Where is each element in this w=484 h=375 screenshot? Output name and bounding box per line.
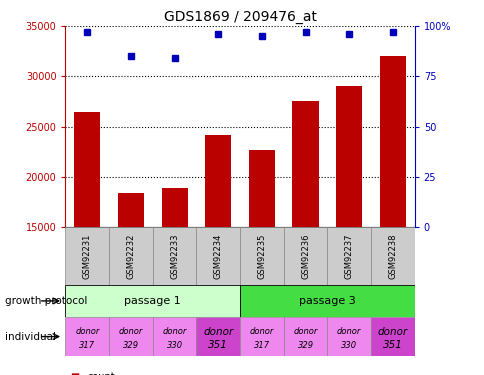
Bar bbox=[205, 135, 231, 227]
Bar bbox=[65, 285, 240, 317]
Text: 317: 317 bbox=[253, 341, 270, 350]
Text: GSM92233: GSM92233 bbox=[170, 233, 179, 279]
Text: individual: individual bbox=[5, 332, 56, 342]
Bar bbox=[283, 317, 327, 356]
Text: ■: ■ bbox=[70, 372, 79, 375]
Text: GSM92237: GSM92237 bbox=[344, 233, 353, 279]
Bar bbox=[118, 193, 144, 227]
Bar bbox=[196, 317, 240, 356]
Text: GSM92236: GSM92236 bbox=[301, 233, 309, 279]
Text: donor: donor bbox=[336, 327, 361, 336]
Text: donor: donor bbox=[119, 327, 143, 336]
Bar bbox=[196, 227, 240, 285]
Text: GSM92238: GSM92238 bbox=[388, 233, 396, 279]
Bar bbox=[379, 56, 405, 227]
Text: donor: donor bbox=[249, 327, 273, 336]
Bar bbox=[74, 111, 100, 227]
Bar bbox=[327, 317, 370, 356]
Bar bbox=[152, 317, 196, 356]
Text: 351: 351 bbox=[208, 340, 227, 350]
Bar bbox=[109, 317, 152, 356]
Text: 317: 317 bbox=[79, 341, 95, 350]
Text: passage 3: passage 3 bbox=[298, 296, 355, 306]
Text: donor: donor bbox=[162, 327, 186, 336]
Text: 329: 329 bbox=[122, 341, 139, 350]
Text: GSM92231: GSM92231 bbox=[83, 233, 91, 279]
Bar bbox=[283, 227, 327, 285]
Bar bbox=[240, 317, 283, 356]
Text: 351: 351 bbox=[382, 340, 402, 350]
Bar bbox=[370, 227, 414, 285]
Bar bbox=[292, 102, 318, 227]
Text: donor: donor bbox=[203, 327, 233, 337]
Text: passage 1: passage 1 bbox=[124, 296, 181, 306]
Text: 330: 330 bbox=[166, 341, 182, 350]
Bar bbox=[240, 227, 283, 285]
Bar bbox=[335, 87, 362, 227]
Text: 329: 329 bbox=[297, 341, 313, 350]
Title: GDS1869 / 209476_at: GDS1869 / 209476_at bbox=[163, 10, 316, 24]
Text: 330: 330 bbox=[340, 341, 357, 350]
Text: count: count bbox=[87, 372, 115, 375]
Bar bbox=[248, 150, 274, 227]
Bar bbox=[65, 317, 109, 356]
Bar bbox=[65, 227, 109, 285]
Bar bbox=[240, 285, 414, 317]
Text: GSM92235: GSM92235 bbox=[257, 233, 266, 279]
Bar bbox=[109, 227, 152, 285]
Text: donor: donor bbox=[377, 327, 407, 337]
Text: donor: donor bbox=[293, 327, 317, 336]
Bar bbox=[370, 317, 414, 356]
Bar bbox=[327, 227, 370, 285]
Text: GSM92232: GSM92232 bbox=[126, 233, 135, 279]
Bar bbox=[152, 227, 196, 285]
Text: donor: donor bbox=[75, 327, 99, 336]
Text: growth protocol: growth protocol bbox=[5, 296, 87, 306]
Bar bbox=[161, 188, 187, 227]
Text: GSM92234: GSM92234 bbox=[213, 233, 222, 279]
